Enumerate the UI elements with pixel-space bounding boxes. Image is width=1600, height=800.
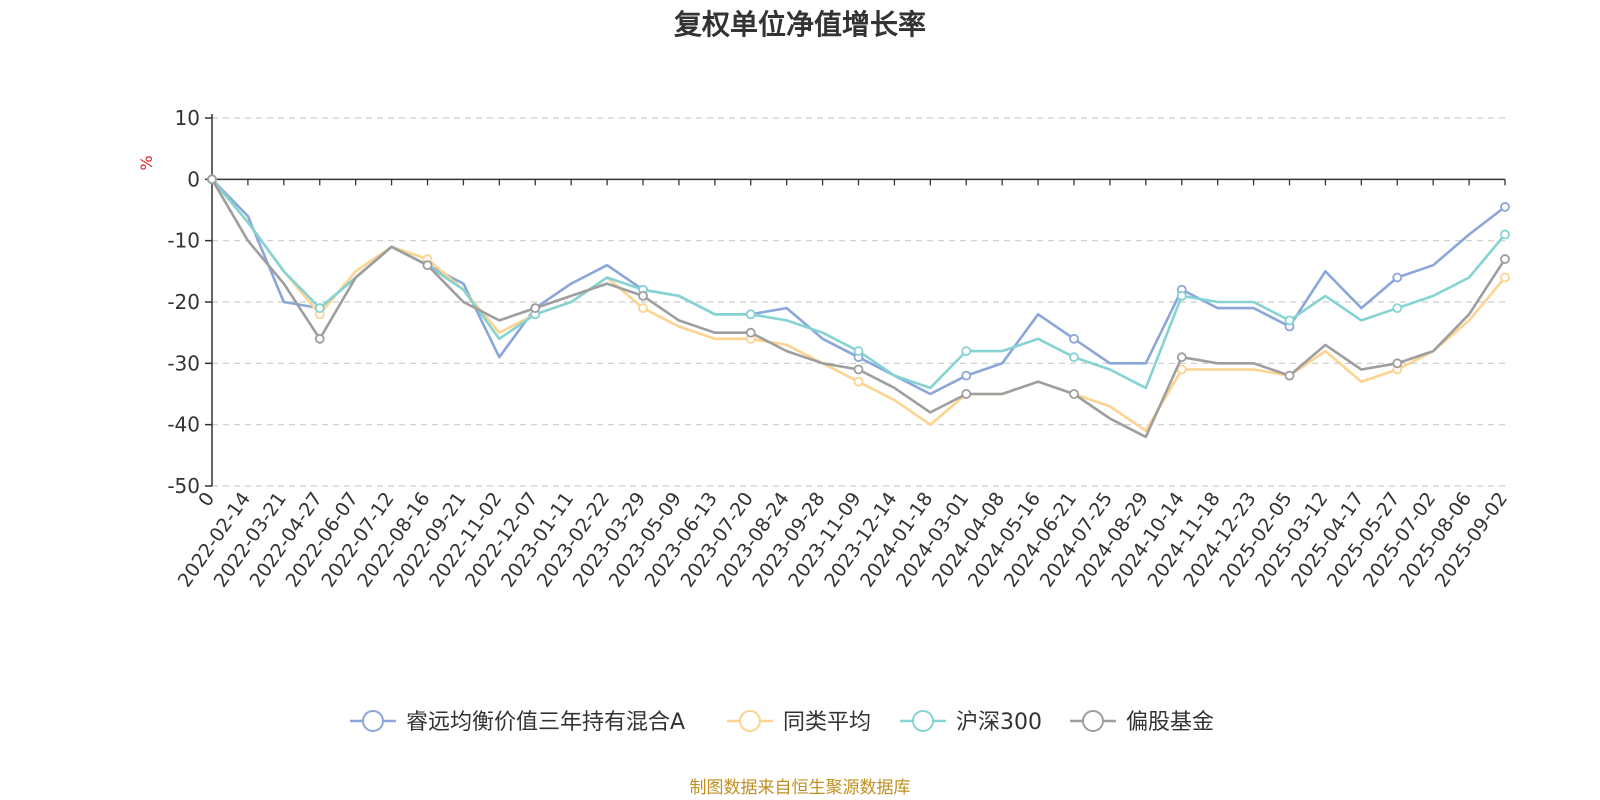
- data-point: [1500, 202, 1510, 212]
- data-source-footer: 制图数据来自恒生聚源数据库: [690, 778, 911, 798]
- data-point: [1392, 272, 1403, 283]
- legend[interactable]: 睿远均衡价值三年持有混合A 同类平均 沪深300 偏股基金: [350, 710, 1214, 735]
- legend-marker-icon: [362, 710, 384, 732]
- data-point: [1176, 352, 1187, 363]
- grid-lines: [212, 117, 1505, 487]
- data-point: [1392, 358, 1403, 369]
- legend-item-2[interactable]: 同类平均: [727, 710, 871, 735]
- legend-item-1[interactable]: 睿远均衡价值三年持有混合A: [350, 710, 685, 735]
- data-point: [961, 370, 972, 381]
- y-tick-label: -40: [167, 413, 200, 437]
- chart-title: 复权单位净值增长率: [674, 8, 926, 41]
- data-point: [530, 303, 541, 314]
- data-point: [207, 174, 217, 185]
- data-point: [638, 290, 648, 301]
- x-tick-label: 0: [194, 488, 219, 511]
- data-point: [1176, 290, 1187, 301]
- data-point: [1500, 272, 1510, 283]
- y-tick-label: 0: [187, 167, 200, 191]
- data-point: [1069, 389, 1079, 399]
- data-point: [1500, 254, 1510, 264]
- data-point: [1176, 364, 1187, 375]
- data-point: [1392, 303, 1403, 314]
- y-tick-label: 10: [175, 106, 200, 130]
- data-point: [422, 260, 433, 271]
- data-point: [853, 346, 864, 356]
- data-point: [1500, 229, 1510, 240]
- data-point: [1284, 315, 1295, 326]
- legend-marker-icon: [1082, 710, 1104, 732]
- data-point: [961, 346, 972, 356]
- y-tick-label: -30: [167, 351, 200, 375]
- data-point: [1069, 333, 1079, 344]
- legend-item-3[interactable]: 沪深300: [900, 710, 1042, 735]
- legend-marker-icon: [739, 710, 761, 732]
- data-point: [314, 333, 325, 344]
- legend-marker-icon: [912, 710, 934, 732]
- y-tick-label: -10: [167, 229, 200, 253]
- y-tick-label: -50: [167, 474, 200, 498]
- legend-label: 偏股基金: [1126, 710, 1214, 735]
- data-point: [853, 364, 864, 375]
- data-point: [745, 309, 756, 320]
- data-point: [638, 303, 648, 314]
- data-point: [745, 327, 756, 338]
- legend-item-4[interactable]: 偏股基金: [1070, 710, 1214, 735]
- series-line-4: [210, 178, 1507, 439]
- data-point: [314, 303, 325, 314]
- legend-label: 睿远均衡价值三年持有混合A: [406, 710, 685, 735]
- legend-label: 沪深300: [956, 710, 1042, 735]
- data-point: [1284, 370, 1295, 381]
- y-axis-unit-label: %: [137, 155, 156, 170]
- legend-label: 同类平均: [783, 710, 871, 735]
- data-point: [961, 389, 972, 399]
- data-point: [853, 376, 864, 387]
- series-lines: [207, 174, 1510, 439]
- y-tick-label: -20: [167, 290, 200, 314]
- data-point: [1069, 352, 1079, 363]
